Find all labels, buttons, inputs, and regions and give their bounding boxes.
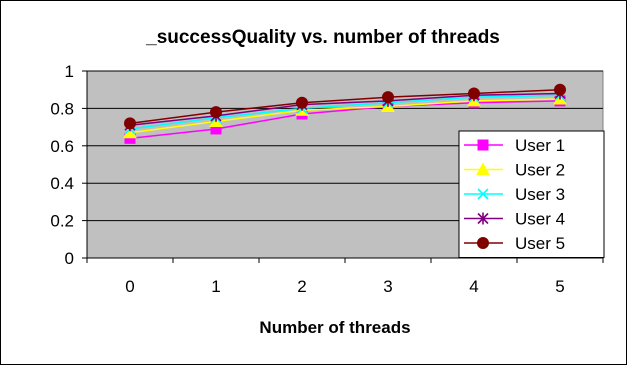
series-line [129, 100, 561, 140]
x-tick-label: 0 [125, 277, 134, 296]
series-line [129, 88, 561, 125]
legend-label: User 5 [515, 234, 565, 253]
series-marker [296, 96, 308, 109]
y-tick-label: 0.8 [50, 99, 74, 118]
y-tick-label: 1 [65, 62, 74, 81]
series-marker [124, 117, 136, 130]
x-tick-label: 4 [469, 277, 478, 296]
y-axis-tick-labels: 0 0.2 0.4 0.6 0.8 1 [50, 62, 87, 268]
series-marker [554, 83, 566, 96]
series-marker [477, 139, 489, 151]
series-line [129, 92, 561, 126]
series-user-5 [124, 83, 566, 130]
x-tick-label: 5 [555, 277, 564, 296]
legend: User 1 User 2 User 3 User 4 User 5 [458, 130, 605, 258]
y-tick-label: 0.6 [50, 137, 74, 156]
y-tick-label: 0.2 [50, 212, 74, 231]
x-axis-title: Number of threads [259, 318, 410, 337]
legend-entry: User 3 [464, 185, 565, 204]
series-marker [382, 91, 394, 104]
y-tick-label: 0.4 [50, 174, 74, 193]
series-marker [477, 212, 489, 225]
series-marker [477, 188, 489, 200]
x-tick-label: 3 [383, 277, 392, 296]
series-marker [468, 87, 480, 100]
legend-label: User 2 [515, 161, 565, 180]
x-axis-tick-labels: 0 1 2 3 4 5 [86, 258, 604, 296]
legend-label: User 1 [515, 136, 565, 155]
chart-title: _successQuality vs. number of threads [145, 27, 500, 48]
legend-box [458, 130, 605, 258]
x-tick-label: 2 [297, 277, 306, 296]
y-tick-label: 0 [65, 249, 74, 268]
legend-label: User 3 [515, 185, 565, 204]
series-line [129, 98, 561, 134]
legend-entry: User 5 [464, 234, 565, 253]
series-marker [476, 162, 490, 175]
x-tick-label: 1 [211, 277, 220, 296]
legend-entry: User 2 [464, 161, 565, 180]
legend-label: User 4 [515, 210, 565, 229]
series-line [129, 94, 561, 130]
legend-entry: User 1 [464, 136, 565, 155]
series-marker [210, 106, 222, 119]
series-marker [477, 237, 489, 249]
series-layer [123, 83, 567, 144]
legend-entry: User 4 [464, 210, 565, 229]
